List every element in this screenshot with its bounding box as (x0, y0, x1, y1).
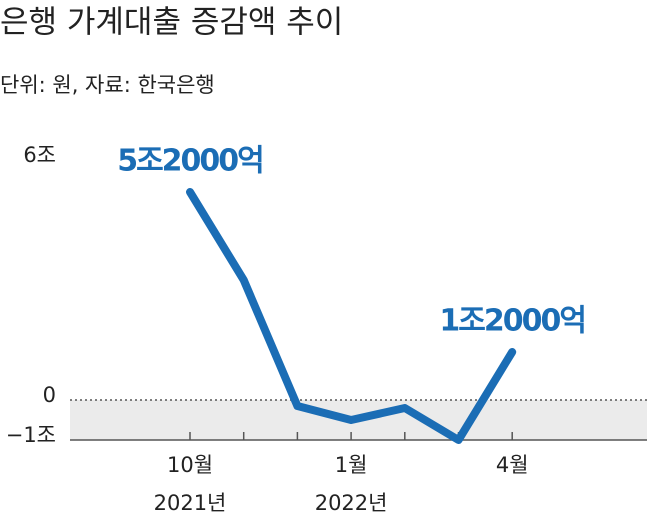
x-year-label: 2022년 (315, 491, 388, 515)
y-tick-label: 6조 (23, 143, 56, 167)
data-line (186, 188, 517, 444)
data-label: 1조2000억 (439, 304, 585, 339)
x-tick-label: 4월 (496, 453, 529, 477)
chart-title: 은행 가계대출 증감액 추이 (0, 5, 343, 41)
x-tick-label: 10월 (167, 453, 213, 477)
x-tick-label: 1월 (335, 453, 368, 477)
chart-subtitle: 단위: 원, 자료: 한국은행 (0, 73, 215, 97)
y-tick-label: −1조 (6, 423, 56, 447)
x-year-label: 2021년 (154, 491, 227, 515)
data-label: 5조2000억 (117, 144, 263, 179)
y-tick-label: 0 (43, 383, 56, 407)
